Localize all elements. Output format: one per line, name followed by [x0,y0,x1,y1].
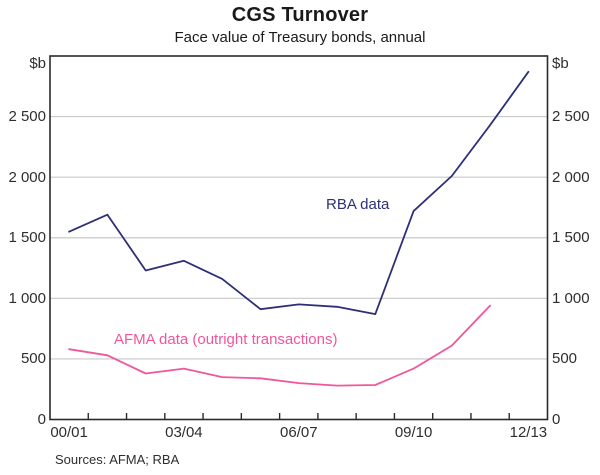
y-tick-label-right: 1 000 [552,289,590,307]
sources-note: Sources: AFMA; RBA [55,452,180,467]
y-tick-label-right: 500 [552,350,578,368]
y-tick-label-right: 0 [552,411,561,428]
y-axis-unit-left: $b [29,55,46,72]
y-tick-label-left: 500 [20,350,46,368]
plot-frame [49,55,549,421]
series-label-rba: RBA data [326,196,390,213]
chart-subtitle: Face value of Treasury bonds, annual [174,29,426,46]
series-line-rba [68,70,530,316]
y-tick-label-left: 1 500 [8,229,46,247]
series-line-afma [68,304,492,387]
y-tick-label-right: 1 500 [552,229,590,247]
y-tick-label-left: 1 000 [8,289,46,307]
x-tick-label: 00/01 [50,424,88,441]
y-tick-label-left: 2 500 [8,108,46,126]
chart-title: CGS Turnover [231,4,369,26]
y-tick-label-right: 2 000 [552,168,590,186]
x-tick-label: 09/10 [394,424,433,441]
series-label-afma: AFMA data (outright transactions) [114,331,338,348]
x-tick-label: 03/04 [165,424,203,441]
y-axis-unit-right: $b [552,55,569,72]
x-tick-label: 12/13 [509,424,548,441]
y-tick-label-left: 2 000 [8,168,46,186]
y-tick-label-left: 0 [37,411,46,428]
y-tick-label-right: 2 500 [552,108,590,126]
x-tick-label: 06/07 [280,424,318,441]
